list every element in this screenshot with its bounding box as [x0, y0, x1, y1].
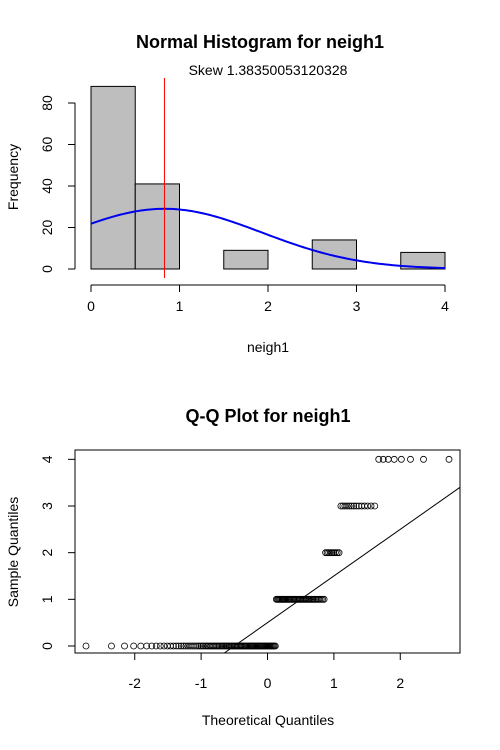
qq-x-label: Theoretical Quantiles [202, 712, 334, 728]
qq-point [328, 549, 336, 557]
qq-point [343, 502, 351, 510]
qq-point [445, 455, 453, 463]
qq-point [172, 642, 180, 650]
histogram-panel: Normal Histogram for neigh1 Skew 1.38350… [5, 32, 449, 355]
qq-point [148, 642, 156, 650]
qq-point [121, 642, 128, 650]
qq-point [108, 642, 115, 650]
qq-panel: Q-Q Plot for neigh1 Theoretical Quantile… [5, 406, 461, 728]
qq-title: Q-Q Plot for neigh1 [186, 406, 351, 426]
qq-point [143, 642, 151, 650]
qq-point [350, 502, 358, 510]
qq-x-tick-label: -1 [195, 675, 208, 691]
histogram-x-tick-label: 2 [264, 298, 272, 314]
qq-point [271, 642, 279, 650]
qq-points [82, 455, 453, 650]
qq-point [137, 642, 145, 650]
histogram-bar [400, 251, 446, 270]
histogram-y-tick-label: 0 [39, 265, 55, 273]
histogram-x-tick-label: 0 [87, 298, 95, 314]
qq-x-tick-label: -2 [129, 675, 142, 691]
qq-point [371, 502, 379, 510]
qq-x-tick-label: 1 [330, 675, 338, 691]
qq-point [407, 455, 414, 463]
histogram-x-tick-label: 1 [176, 298, 184, 314]
qq-point [345, 502, 353, 510]
qq-point [347, 502, 355, 510]
histogram-bar [311, 239, 357, 270]
qq-point [190, 642, 198, 650]
qq-point [325, 549, 333, 557]
qq-y-tick-label: 2 [39, 549, 55, 557]
histogram-normal-curve [90, 207, 446, 270]
qq-y-tick-label: 0 [39, 642, 55, 650]
histogram-bars [90, 85, 446, 270]
qq-y-tick-label: 4 [39, 455, 55, 463]
qq-x-axis: -2 -1 0 1 2 [129, 653, 404, 691]
histogram-bar [90, 85, 136, 270]
qq-point [152, 642, 160, 650]
qq-point [352, 502, 360, 510]
histogram-x-tick-label: 3 [353, 298, 361, 314]
qq-point [192, 642, 200, 650]
qq-point [180, 642, 188, 650]
qq-point [375, 455, 383, 463]
histogram-x-tick-label: 4 [441, 298, 449, 314]
qq-point [330, 549, 338, 557]
qq-point [320, 595, 328, 603]
histogram-x-axis: 0 1 2 3 4 [87, 284, 449, 314]
histogram-bar [223, 249, 269, 270]
histogram-bar [134, 183, 180, 270]
histogram-y-label: Frequency [5, 144, 21, 210]
histogram-y-tick-label: 20 [39, 220, 55, 236]
qq-x-tick-label: 2 [396, 675, 404, 691]
qq-point [197, 642, 205, 650]
histogram-subtitle: Skew 1.38350053120328 [189, 62, 348, 78]
qq-point [367, 502, 375, 510]
qq-point [379, 455, 387, 463]
qq-point [175, 642, 183, 650]
qq-point [420, 455, 427, 463]
histogram-y-tick-label: 60 [39, 137, 55, 153]
qq-y-axis: 0 1 2 3 4 [39, 455, 75, 650]
qq-point [326, 549, 334, 557]
qq-reference-line-mark [224, 486, 461, 654]
histogram-x-label: neigh1 [247, 339, 289, 355]
histogram-title: Normal Histogram for neigh1 [136, 32, 384, 52]
qq-point [397, 455, 405, 463]
qq-point [169, 642, 177, 650]
qq-point [332, 549, 339, 557]
qq-point [341, 502, 349, 510]
qq-point [156, 642, 164, 650]
qq-point [160, 642, 168, 650]
qq-y-tick-label: 1 [39, 595, 55, 603]
qq-y-tick-label: 3 [39, 502, 55, 510]
histogram-normal-curve-path [90, 207, 446, 270]
qq-x-tick-label: 0 [264, 675, 272, 691]
qq-point [82, 642, 90, 650]
qq-point [333, 549, 341, 557]
qq-point [194, 642, 202, 650]
qq-point [335, 549, 343, 557]
histogram-y-tick-label: 40 [39, 178, 55, 194]
qq-point [196, 642, 203, 650]
qq-point [361, 502, 368, 510]
histogram-y-tick-label: 80 [39, 95, 55, 111]
qq-point [177, 642, 185, 650]
qq-point [390, 455, 398, 463]
qq-point [130, 642, 138, 650]
histogram-y-axis: 0 20 40 60 80 [39, 95, 76, 273]
qq-reference-line [224, 486, 461, 654]
qq-point [364, 502, 372, 510]
qq-y-label: Sample Quantiles [5, 497, 21, 608]
